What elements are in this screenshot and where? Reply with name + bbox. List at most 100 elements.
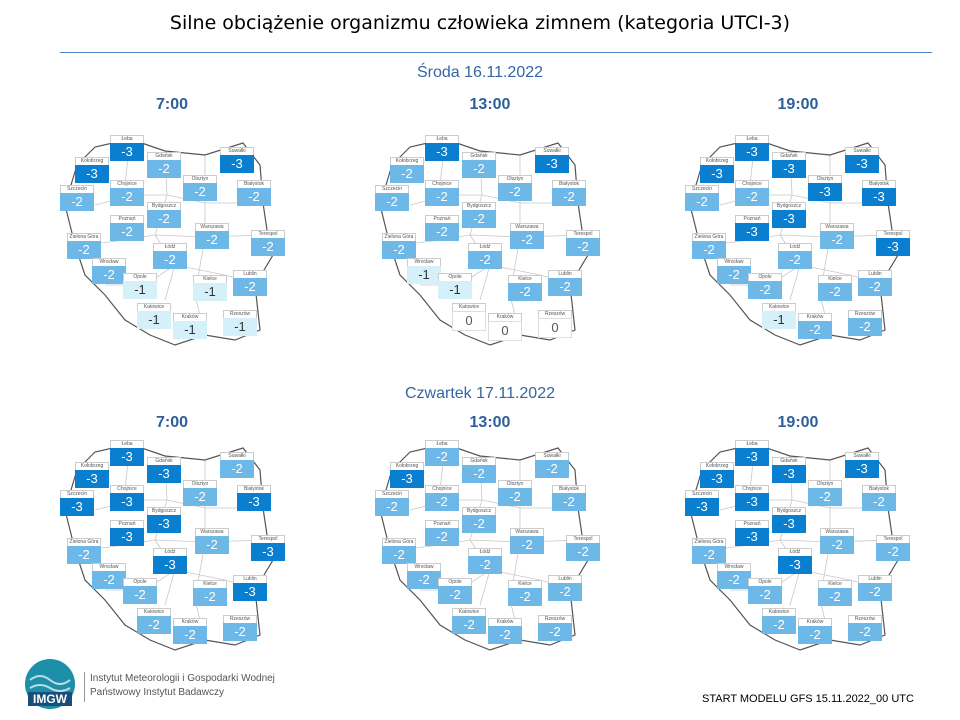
utci-value: -2 — [848, 318, 882, 336]
city-marker-gdansk: Gdańsk -3 — [147, 457, 181, 483]
city-name: Kielce — [508, 275, 542, 283]
city-marker-katowice: Katowice -2 — [452, 608, 486, 634]
city-name: Suwałki — [220, 147, 254, 155]
city-marker-poznan: Poznań -2 — [425, 520, 459, 546]
city-name: Łódź — [468, 243, 502, 251]
city-name: Katowice — [137, 608, 171, 616]
city-name: Olsztyn — [183, 175, 217, 183]
city-marker-lodz: Łódź -2 — [778, 243, 812, 269]
utci-value: -3 — [876, 238, 910, 256]
utci-value: -3 — [110, 448, 144, 466]
city-name: Kielce — [818, 580, 852, 588]
city-name: Terespol — [251, 230, 285, 238]
city-name: Poznań — [735, 520, 769, 528]
city-name: Terespol — [876, 230, 910, 238]
city-name: Rzeszów — [223, 310, 257, 318]
city-marker-gdansk: Gdańsk -2 — [462, 152, 496, 178]
utci-map: Łeba -3 Gdańsk -3 Suwałki -3 Kołobrzeg -3 Szczec… — [680, 125, 920, 355]
institute-name: Instytut Meteorologii i Gospodarki Wodne… — [84, 672, 275, 702]
city-name: Szczecin — [375, 185, 409, 193]
city-marker-lublin: Lublin -2 — [858, 270, 892, 296]
country-border — [379, 138, 589, 346]
city-marker-lodz: Łódź -2 — [468, 548, 502, 574]
utci-value: -2 — [510, 536, 544, 554]
utci-value: -2 — [193, 588, 227, 606]
city-marker-terespol: Terespol -3 — [251, 535, 285, 561]
city-name: Olsztyn — [183, 480, 217, 488]
utci-value: -2 — [548, 583, 582, 601]
city-name: Kraków — [488, 618, 522, 626]
city-name: Białystok — [552, 485, 586, 493]
city-marker-krakow: Kraków -2 — [798, 618, 832, 644]
utci-value: -2 — [552, 493, 586, 511]
city-name: Opole — [438, 273, 472, 281]
city-name: Zielona Góra — [67, 233, 101, 241]
city-name: Warszawa — [510, 223, 544, 231]
city-name: Kraków — [488, 313, 522, 321]
utci-value: -2 — [717, 571, 751, 589]
city-marker-katowice: Katowice -2 — [137, 608, 171, 634]
city-marker-bydgoszcz: Bydgoszcz -3 — [772, 507, 806, 533]
city-name: Łeba — [110, 135, 144, 143]
utci-value: -2 — [153, 251, 187, 269]
city-marker-kielce: Kielce -1 — [193, 275, 227, 301]
utci-value: -3 — [735, 493, 769, 511]
city-marker-olsztyn: Olsztyn -2 — [498, 175, 532, 201]
city-marker-leba: Łeba -3 — [735, 440, 769, 466]
utci-value: -2 — [808, 488, 842, 506]
utci-value: -3 — [535, 155, 569, 173]
city-marker-opole: Opole -2 — [123, 578, 157, 604]
utci-map: Łeba -3 Gdańsk -2 Suwałki -3 Kołobrzeg -2 Szczec… — [370, 125, 610, 355]
utci-value: -2 — [462, 515, 496, 533]
city-marker-leba: Łeba -3 — [425, 135, 459, 161]
utci-value: -2 — [67, 241, 101, 259]
city-marker-poznan: Poznań -2 — [110, 215, 144, 241]
city-marker-terespol: Terespol -2 — [566, 535, 600, 561]
city-marker-bialystok: Białystok -3 — [237, 485, 271, 511]
utci-value: -2 — [375, 193, 409, 211]
city-name: Olsztyn — [498, 175, 532, 183]
city-name: Wrocław — [407, 563, 441, 571]
utci-value: -2 — [566, 238, 600, 256]
utci-value: -2 — [183, 488, 217, 506]
utci-value: -2 — [382, 241, 416, 259]
utci-value: -1 — [137, 311, 171, 329]
city-marker-kielce: Kielce -2 — [508, 580, 542, 606]
city-marker-katowice: Katowice -2 — [762, 608, 796, 634]
city-name: Zielona Góra — [382, 538, 416, 546]
city-marker-wroclaw: Wrocław -2 — [407, 563, 441, 589]
utci-value: -2 — [60, 193, 94, 211]
city-name: Chojnice — [425, 485, 459, 493]
utci-value: -2 — [498, 183, 532, 201]
city-marker-rzeszow: Rzeszów -2 — [848, 310, 882, 336]
country-border — [64, 443, 274, 651]
city-marker-poznan: Poznań -3 — [735, 520, 769, 546]
utci-value: -2 — [220, 460, 254, 478]
utci-value: -2 — [407, 571, 441, 589]
utci-value: -2 — [876, 543, 910, 561]
city-name: Lublin — [233, 270, 267, 278]
city-name: Wrocław — [92, 258, 126, 266]
utci-value: -3 — [60, 498, 94, 516]
city-name: Poznań — [110, 215, 144, 223]
utci-value: -3 — [237, 493, 271, 511]
utci-value: -3 — [735, 528, 769, 546]
city-marker-suwalki: Suwałki -3 — [220, 147, 254, 173]
city-marker-warszawa: Warszawa -2 — [820, 223, 854, 249]
utci-value: -2 — [762, 616, 796, 634]
city-name: Suwałki — [535, 147, 569, 155]
city-marker-kielce: Kielce -2 — [508, 275, 542, 301]
city-name: Rzeszów — [848, 615, 882, 623]
utci-value: -3 — [220, 155, 254, 173]
utci-value: -3 — [772, 465, 806, 483]
logo-text: IMGW — [33, 692, 68, 706]
city-marker-zielona-gora: Zielona Góra -2 — [382, 233, 416, 259]
city-marker-poznan: Poznań -3 — [110, 520, 144, 546]
utci-value: -2 — [110, 223, 144, 241]
utci-value: -2 — [538, 623, 572, 641]
city-marker-krakow: Kraków 0 — [488, 313, 522, 341]
city-marker-lodz: Łódź -3 — [778, 548, 812, 574]
city-marker-szczecin: Szczecin -3 — [60, 490, 94, 516]
day-label-thursday: Czwartek 17.11.2022 — [404, 385, 555, 402]
utci-value: -2 — [818, 588, 852, 606]
